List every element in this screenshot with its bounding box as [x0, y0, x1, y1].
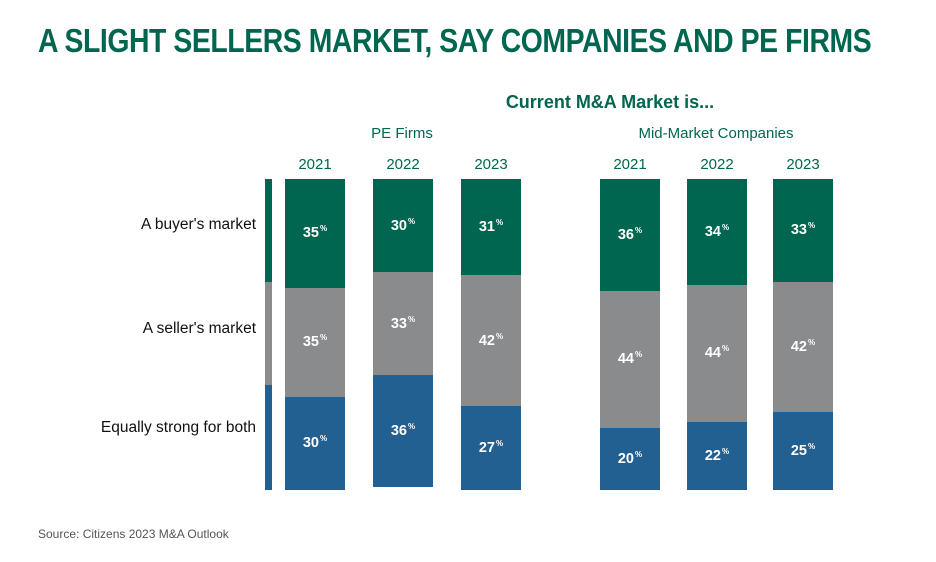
bar-segment-seller [773, 281, 833, 413]
data-label-equal: 27% [478, 439, 504, 456]
chart-title: Current M&A Market is... [505, 92, 715, 112]
category-label-seller: A seller's market [142, 320, 256, 337]
bar-segment-seller [285, 287, 345, 397]
category-label-buyer: A buyer's market [141, 216, 256, 233]
bar-segment-seller [461, 275, 521, 407]
data-label-equal: 36% [390, 421, 416, 439]
category-label-equal: Equally strong for both [100, 419, 256, 436]
data-label-seller: 35% [302, 333, 328, 351]
legend-marker-equal [265, 385, 272, 490]
data-label-seller: 42% [478, 331, 504, 349]
year-label: 2022 [700, 156, 734, 173]
year-label: 2022 [386, 156, 420, 173]
bar-segment-seller [373, 272, 433, 375]
year-label: 2021 [613, 156, 647, 173]
bar-segment-buyer [773, 179, 833, 282]
data-label-buyer: 36% [617, 225, 643, 243]
data-label-equal: 20% [617, 449, 643, 467]
data-label-buyer: 30% [390, 216, 416, 234]
year-label: 2021 [298, 156, 332, 173]
bar-segment-buyer [285, 179, 345, 288]
data-label-seller: 44% [617, 350, 643, 368]
bar-segment-equal [687, 421, 747, 490]
data-label-seller: 42% [790, 337, 816, 355]
legend-marker-seller [265, 282, 272, 385]
data-label-equal: 22% [704, 446, 730, 464]
bar-segment-equal [773, 412, 833, 490]
group-label-mid-market: Mid-Market Companies [638, 125, 794, 142]
group-label-pe-firms: PE Firms [371, 125, 433, 142]
data-label-buyer: 33% [790, 221, 816, 239]
source-note: Source: Citizens 2023 M&A Outlook [38, 527, 229, 541]
bar-segment-buyer [373, 179, 433, 273]
data-label-equal: 30% [302, 434, 328, 452]
bar-segment-equal [600, 427, 660, 490]
data-label-buyer: 34% [704, 222, 730, 240]
data-label-buyer: 35% [302, 224, 328, 242]
data-label-buyer: 31% [478, 218, 504, 236]
legend-marker-buyer [265, 179, 272, 282]
bar-segment-buyer [461, 179, 521, 276]
year-label: 2023 [474, 156, 508, 173]
data-label-seller: 44% [704, 344, 730, 362]
bar-segment-seller [600, 290, 660, 428]
year-label: 2023 [786, 156, 820, 173]
bar-segment-buyer [600, 179, 660, 291]
bar-segment-equal [461, 406, 521, 490]
page-title: A SLIGHT SELLERS MARKET, SAY COMPANIES A… [38, 22, 872, 59]
bar-segment-equal [285, 396, 345, 490]
data-label-equal: 25% [790, 442, 816, 460]
data-label-seller: 33% [390, 314, 416, 332]
bar-segment-equal [373, 374, 433, 487]
bar-segment-seller [687, 284, 747, 422]
bar-segment-buyer [687, 179, 747, 285]
